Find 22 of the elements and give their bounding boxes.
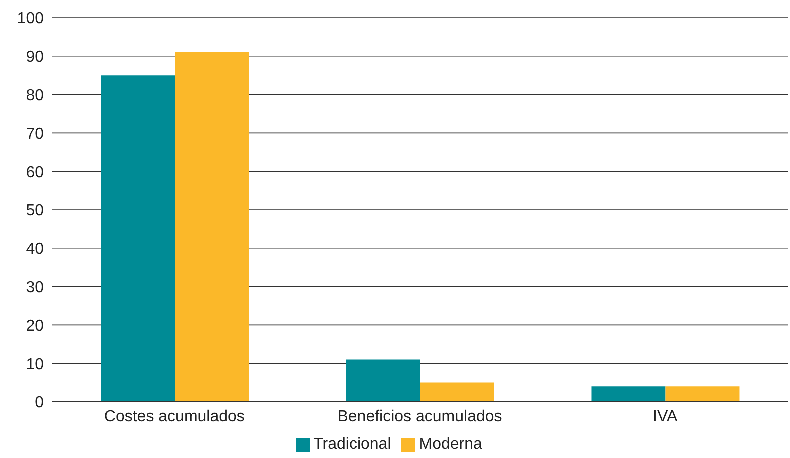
bar bbox=[592, 386, 666, 402]
bar bbox=[175, 52, 250, 402]
y-tick-label: 0 bbox=[35, 394, 44, 412]
y-tick-label: 60 bbox=[26, 164, 44, 182]
y-tick-label: 70 bbox=[26, 126, 44, 143]
y-tick-label: 100 bbox=[17, 10, 44, 28]
bar bbox=[420, 382, 494, 402]
y-tick-label: 40 bbox=[26, 241, 44, 258]
x-tick-label: Costes acumulados bbox=[104, 408, 245, 426]
y-tick-label: 20 bbox=[26, 318, 44, 335]
y-tick-label: 90 bbox=[26, 49, 44, 66]
bar bbox=[346, 360, 420, 402]
y-tick-label: 30 bbox=[26, 279, 44, 296]
y-tick-label: 80 bbox=[26, 87, 44, 104]
y-tick-label: 50 bbox=[26, 202, 44, 220]
legend-label: Tradicional bbox=[314, 436, 392, 453]
legend-label: Moderna bbox=[419, 436, 482, 453]
bar bbox=[666, 386, 740, 402]
y-tick-label: 10 bbox=[26, 356, 44, 374]
bar bbox=[101, 76, 176, 402]
x-tick-label: IVA bbox=[653, 408, 678, 426]
x-tick-label: Beneficios acumulados bbox=[338, 408, 502, 426]
